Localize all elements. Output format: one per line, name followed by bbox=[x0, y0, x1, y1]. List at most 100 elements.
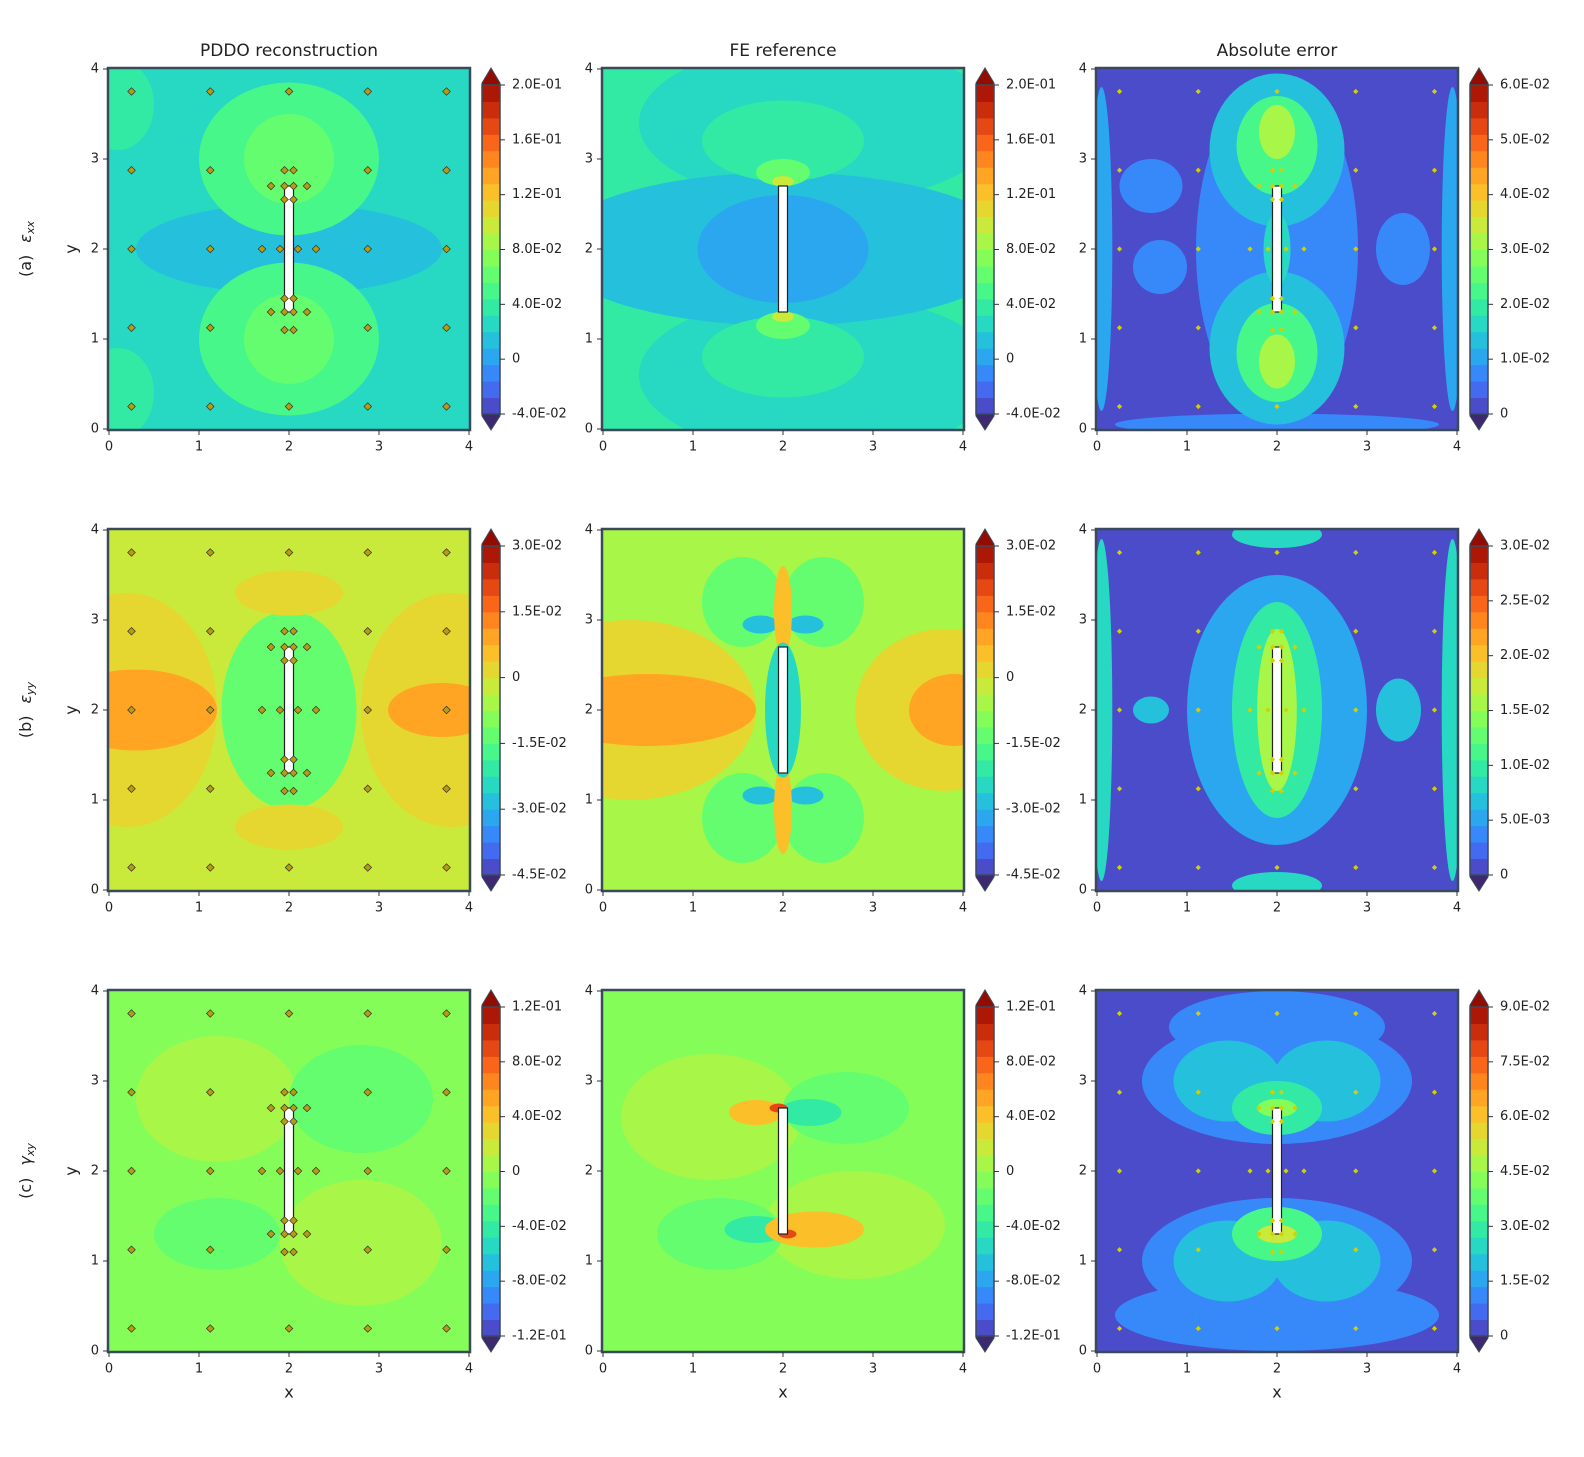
colorbar-tick-label: 1.0E-02 bbox=[1500, 352, 1550, 367]
colorbar-tick-label: 4.0E-02 bbox=[512, 1109, 562, 1124]
colorbar-band bbox=[482, 1155, 500, 1172]
colorbar-band bbox=[482, 348, 500, 366]
sensor bbox=[127, 244, 136, 254]
colorbar-extend-top bbox=[975, 528, 995, 547]
field-level bbox=[729, 1099, 783, 1126]
row-label: (a) εxx bbox=[16, 221, 38, 277]
colorbar: 2.0E-01 1.6E-01 1.2E-01 8.0E-02 4.0E-02 0 -4.0… bbox=[481, 67, 567, 431]
colorbar-band bbox=[1470, 1155, 1488, 1172]
colorbar: 2.0E-01 1.6E-01 1.2E-01 8.0E-02 4.0E-02 0 -4.0… bbox=[975, 67, 1061, 431]
y-tick-label: 1 bbox=[585, 332, 593, 347]
sensor bbox=[289, 1216, 298, 1225]
sensor bbox=[1278, 756, 1285, 763]
sensor bbox=[363, 548, 373, 557]
colorbar-band bbox=[1470, 858, 1488, 876]
y-tick-label: 3 bbox=[585, 613, 593, 628]
x-tick-label: 2 bbox=[285, 901, 293, 916]
sensor bbox=[1195, 403, 1201, 410]
colorbar-band bbox=[1470, 562, 1488, 580]
sensor bbox=[289, 1247, 298, 1257]
colorbar-band bbox=[482, 743, 500, 761]
sensor bbox=[1353, 864, 1359, 871]
sensor bbox=[442, 402, 451, 411]
sensor bbox=[1269, 644, 1276, 650]
colorbar-tick-label: -8.0E-02 bbox=[512, 1274, 567, 1289]
colorbar-band bbox=[482, 117, 500, 135]
sensor bbox=[280, 181, 289, 191]
colorbar-tick-label: 0 bbox=[1500, 1329, 1508, 1344]
sensor bbox=[1274, 549, 1280, 556]
colorbar-tick-label: -4.0E-02 bbox=[1006, 1219, 1061, 1234]
colorbar-band bbox=[976, 1319, 994, 1337]
colorbar-tick-label: 6.0E-02 bbox=[1500, 78, 1550, 93]
colorbar-band bbox=[976, 1122, 994, 1140]
colorbar-extend-top bbox=[975, 67, 995, 86]
field-level bbox=[109, 348, 154, 429]
x-tick-label: 3 bbox=[375, 440, 383, 455]
colorbar-tick-label: 9.0E-02 bbox=[1500, 1000, 1550, 1015]
colorbar-band bbox=[482, 282, 500, 300]
y-tick-label: 4 bbox=[1079, 62, 1087, 77]
colorbar-extend-bottom bbox=[975, 413, 995, 431]
colorbar-band bbox=[482, 694, 500, 711]
colorbar-band bbox=[1470, 1089, 1488, 1107]
colorbar-band bbox=[482, 1007, 500, 1024]
sensor bbox=[1274, 1325, 1280, 1332]
y-tick-label: 4 bbox=[1079, 523, 1087, 538]
field-level bbox=[783, 1072, 909, 1144]
x-tick-label: 2 bbox=[1273, 1362, 1281, 1377]
x-tick-label: 3 bbox=[869, 1362, 877, 1377]
colorbar-band bbox=[482, 611, 500, 629]
sensor bbox=[1278, 770, 1285, 776]
colorbar-band bbox=[1470, 249, 1488, 267]
colorbar-band bbox=[1470, 1122, 1488, 1140]
sensor bbox=[1431, 549, 1438, 556]
y-tick-label: 0 bbox=[585, 883, 593, 898]
colorbar-tick-label: 8.0E-02 bbox=[1006, 242, 1056, 257]
sensor bbox=[1278, 196, 1285, 203]
colorbar-band bbox=[976, 364, 994, 382]
sensor bbox=[1431, 707, 1438, 713]
sensor bbox=[442, 626, 451, 636]
sensor bbox=[205, 1245, 215, 1255]
sensor bbox=[363, 165, 373, 175]
colorbar-band bbox=[1470, 759, 1488, 777]
colorbar-extend-bottom bbox=[481, 874, 501, 892]
colorbar-band bbox=[976, 1056, 994, 1074]
sensor bbox=[1431, 1010, 1438, 1017]
y-tick-label: 1 bbox=[1079, 1254, 1087, 1269]
y-tick-label: 1 bbox=[1079, 332, 1087, 347]
colorbar-band bbox=[1470, 776, 1488, 794]
colorbar-band bbox=[976, 858, 994, 876]
sensor bbox=[289, 642, 298, 652]
sensor bbox=[289, 1117, 298, 1126]
colorbar-frame bbox=[481, 545, 501, 876]
colorbar-band bbox=[976, 85, 994, 102]
field-level bbox=[235, 804, 343, 850]
colorbar-band bbox=[482, 1270, 500, 1288]
colorbar-tick-label: 1.2E-01 bbox=[512, 1000, 562, 1015]
colorbar-band bbox=[976, 1204, 994, 1222]
colorbar-band bbox=[976, 249, 994, 267]
colorbar-band bbox=[1470, 282, 1488, 300]
colorbar-band bbox=[482, 101, 500, 119]
sensor bbox=[442, 1009, 451, 1018]
sensor bbox=[1353, 167, 1359, 173]
colorbar-band bbox=[1470, 1023, 1488, 1041]
sensor bbox=[289, 1103, 298, 1113]
colorbar-band bbox=[1470, 117, 1488, 135]
sensor bbox=[1116, 1010, 1123, 1017]
colorbar-band bbox=[482, 1319, 500, 1337]
field-level bbox=[742, 615, 779, 634]
sensor bbox=[266, 307, 276, 317]
plot-area bbox=[1097, 991, 1457, 1351]
colorbar-tick-label: 1.6E-01 bbox=[512, 132, 562, 147]
sensor bbox=[1353, 1325, 1359, 1332]
colorbar-tick-label: -1.2E-01 bbox=[1006, 1329, 1061, 1344]
y-tick-label: 2 bbox=[91, 242, 99, 257]
x-tick-label: 2 bbox=[1273, 440, 1281, 455]
x-tick-label: 2 bbox=[779, 1362, 787, 1377]
y-axis-label: y bbox=[62, 244, 81, 253]
colorbar-band bbox=[482, 331, 500, 349]
sensor bbox=[1195, 167, 1201, 173]
